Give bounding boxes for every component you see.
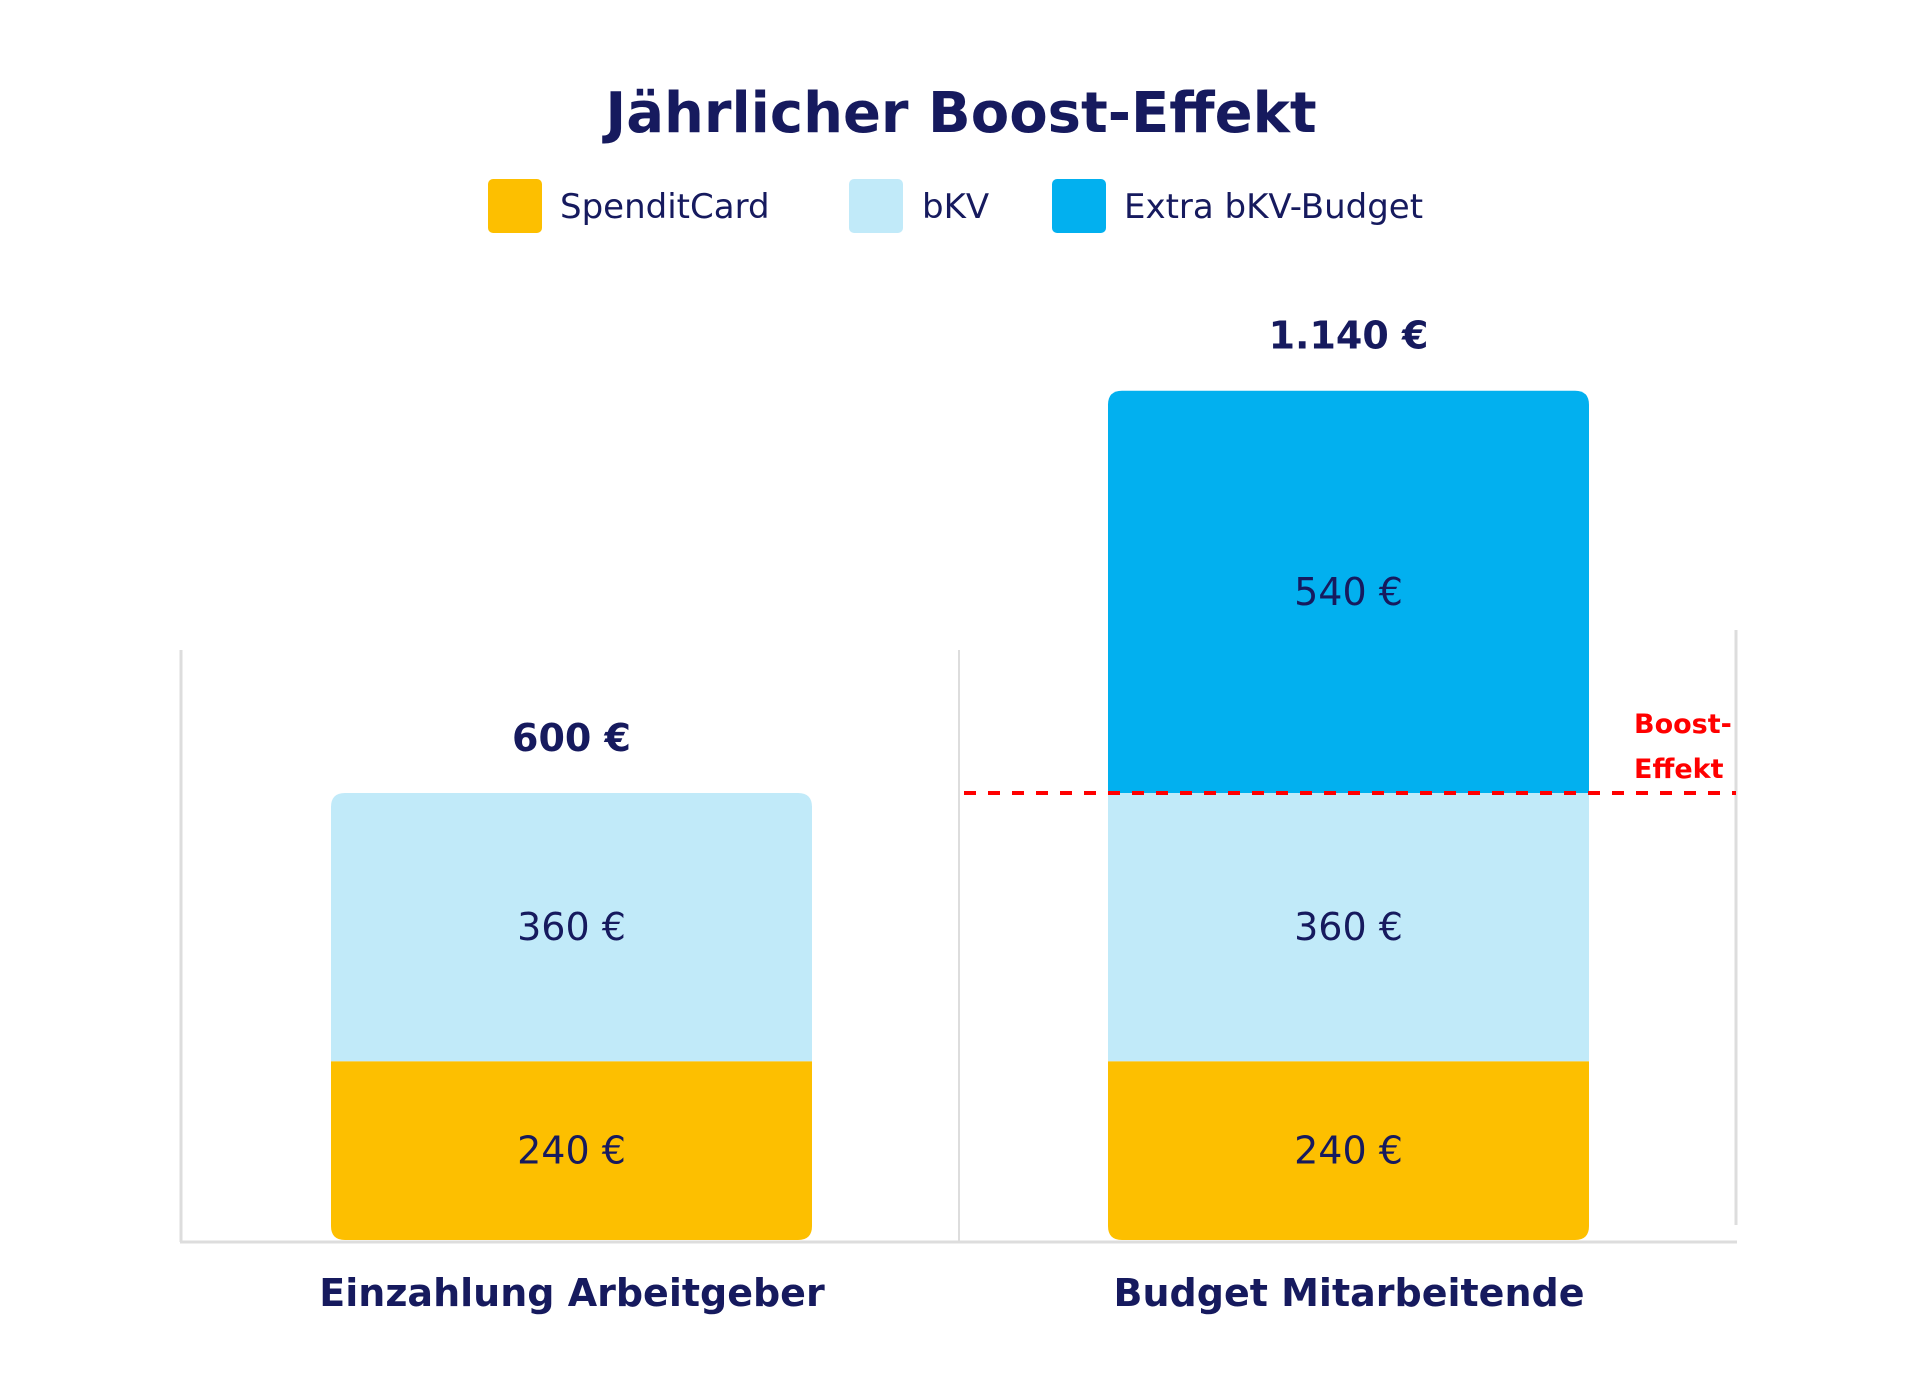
total-label-0: 600 €	[512, 716, 631, 760]
boost-effect-label-line1: Boost-	[1634, 709, 1732, 740]
segment-label-1-1: 360 €	[1294, 905, 1403, 949]
total-label-1: 1.140 €	[1269, 314, 1429, 358]
category-label-0: Einzahlung Arbeitgeber	[319, 1271, 825, 1315]
legend-swatch-bkv	[849, 179, 903, 233]
bar-segment-1-2	[1108, 390, 1589, 793]
segment-label-0-0: 240 €	[517, 1129, 626, 1173]
legend-swatch-spenditcard	[488, 179, 542, 233]
chart-title: Jährlicher Boost-Effekt	[601, 81, 1316, 146]
bars: 240 € 360 € 240 € 360 € 540 €	[331, 390, 1589, 1240]
segment-label-0-1: 360 €	[517, 905, 626, 949]
bar-segment-0-1	[331, 793, 812, 1062]
segment-label-1-0: 240 €	[1294, 1129, 1403, 1173]
legend-label-bkv: bKV	[922, 187, 989, 227]
legend-swatch-extra-bkv-budget	[1052, 179, 1106, 233]
legend: SpenditCard bKV Extra bKV-Budget	[488, 179, 1423, 233]
bar-segment-1-0	[1108, 1061, 1589, 1240]
boost-effect-label-line2: Effekt	[1634, 754, 1724, 785]
bar-segment-0-0	[331, 1061, 812, 1240]
segment-label-1-2: 540 €	[1294, 570, 1403, 614]
legend-label-extra-bkv-budget: Extra bKV-Budget	[1124, 187, 1423, 227]
axes	[179, 630, 1738, 1244]
legend-label-spenditcard: SpenditCard	[560, 187, 770, 227]
bar-segment-1-1	[1108, 793, 1589, 1062]
category-label-1: Budget Mitarbeitende	[1114, 1271, 1585, 1315]
